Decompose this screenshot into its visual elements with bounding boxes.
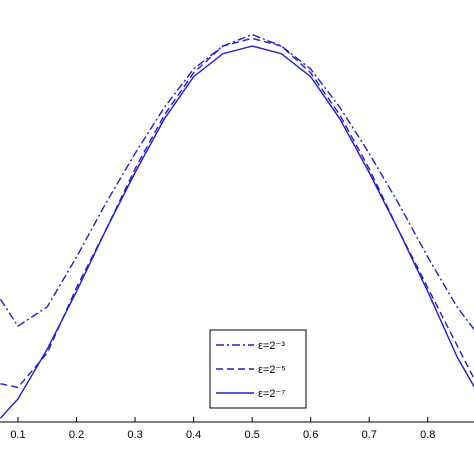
series-line	[0, 45, 474, 419]
x-tick-label: 0.4	[186, 429, 201, 441]
legend-label: ε=2⁻⁷	[258, 388, 285, 400]
legend-box	[209, 329, 307, 409]
x-tick-label: 0.8	[420, 429, 435, 441]
x-tick-label: 0.6	[303, 429, 318, 441]
x-tick-label: 0.5	[244, 429, 259, 441]
legend-label: ε=2⁻³	[258, 340, 285, 352]
legend-label: ε=2⁻⁵	[258, 364, 286, 376]
x-tick-label: 0.2	[69, 429, 84, 441]
x-tick-label: 0.7	[362, 429, 377, 441]
x-tick-label: 0.3	[127, 429, 142, 441]
series-line	[0, 33, 474, 331]
x-tick-label: 0.1	[10, 429, 25, 441]
series-line	[0, 37, 474, 389]
